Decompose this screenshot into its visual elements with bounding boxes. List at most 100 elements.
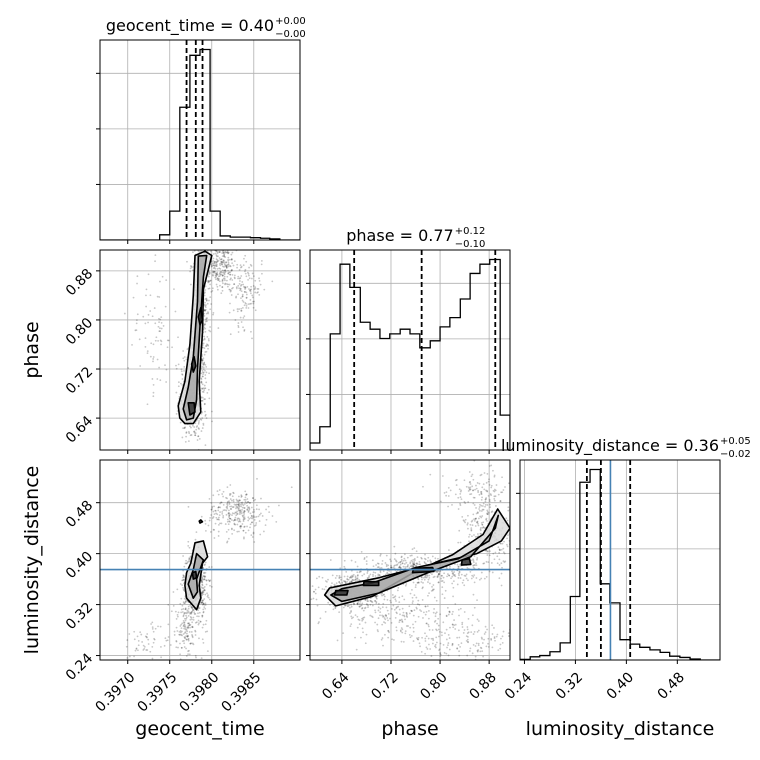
sample-point <box>246 285 249 288</box>
sample-point <box>238 308 241 310</box>
sample-point <box>202 575 205 578</box>
sample-point <box>245 275 248 278</box>
sample-point <box>389 558 392 561</box>
sample-point <box>209 272 211 274</box>
sample-point <box>229 333 232 336</box>
sample-point <box>223 269 226 272</box>
sample-point <box>139 631 142 634</box>
sample-point <box>507 635 510 637</box>
sample-point <box>435 570 438 573</box>
sample-point <box>490 484 493 487</box>
sample-point <box>447 505 449 508</box>
sample-point <box>191 626 194 628</box>
sample-point <box>191 635 194 638</box>
sample-point <box>471 519 474 522</box>
sample-point <box>234 504 237 506</box>
sample-point <box>246 244 248 246</box>
sample-point <box>356 615 359 618</box>
sample-point <box>200 418 203 421</box>
sample-point <box>228 516 230 518</box>
sample-point <box>384 633 386 636</box>
sample-point <box>459 504 462 507</box>
sample-point <box>387 564 390 567</box>
sample-point <box>183 621 186 624</box>
sample-point <box>351 578 354 581</box>
sample-point <box>191 636 194 639</box>
sample-point <box>487 511 490 514</box>
sample-point <box>182 575 185 578</box>
sample-point <box>457 496 460 499</box>
sample-point <box>173 630 176 633</box>
sample-point <box>198 238 200 240</box>
sample-point <box>485 575 488 578</box>
sample-point <box>242 246 244 248</box>
sample-point <box>214 264 217 267</box>
sample-point <box>224 265 227 267</box>
sample-point <box>149 294 152 297</box>
sample-point <box>338 576 341 579</box>
sample-point <box>142 649 145 651</box>
sample-point <box>244 501 247 503</box>
sample-point <box>495 635 498 638</box>
sample-point <box>361 574 364 577</box>
sample-point <box>399 567 402 569</box>
sample-point <box>240 510 243 513</box>
tick-label-x: 0.3975 <box>135 669 181 715</box>
sample-point <box>457 541 460 544</box>
sample-point <box>238 530 240 533</box>
sample-point <box>221 279 224 281</box>
sample-point <box>206 245 208 247</box>
sample-point <box>240 495 243 498</box>
sample-point <box>211 265 213 267</box>
sample-point <box>420 610 423 613</box>
sample-point <box>242 326 244 329</box>
sample-point <box>248 508 251 511</box>
sample-point <box>498 577 501 580</box>
sample-point <box>249 303 251 305</box>
sample-point <box>429 560 432 563</box>
sample-point <box>227 537 230 540</box>
sample-point <box>502 560 505 563</box>
sample-point <box>474 564 476 566</box>
sample-point <box>448 637 451 639</box>
sample-point <box>224 269 227 271</box>
sample-point <box>227 283 229 286</box>
sample-point <box>208 580 211 583</box>
sample-point <box>222 516 225 519</box>
sample-point <box>397 561 400 564</box>
sample-point <box>214 274 217 277</box>
sample-point <box>499 549 501 551</box>
sample-point <box>238 503 240 506</box>
sample-point <box>451 644 454 647</box>
sample-point <box>223 275 226 278</box>
sample-point <box>357 600 360 603</box>
sample-point <box>189 642 192 645</box>
sample-point <box>236 499 239 502</box>
sample-point <box>191 625 194 628</box>
sample-point <box>461 623 464 626</box>
sample-point <box>208 372 210 375</box>
sample-point <box>204 374 207 376</box>
sample-point <box>204 217 206 219</box>
sample-point <box>467 579 469 582</box>
sample-point <box>389 617 391 620</box>
sample-point <box>197 435 200 438</box>
sample-point <box>485 645 488 648</box>
sample-point <box>381 594 383 597</box>
sample-point <box>475 512 478 515</box>
sample-point <box>204 529 207 532</box>
sample-point <box>210 290 213 293</box>
sample-point <box>481 496 484 499</box>
sample-point <box>205 297 208 300</box>
sample-point <box>213 264 216 267</box>
sample-point <box>412 563 415 566</box>
sample-point <box>152 356 155 358</box>
sample-point <box>480 516 483 519</box>
sample-point <box>379 567 381 570</box>
sample-point <box>187 650 189 653</box>
sample-point <box>501 542 504 545</box>
sample-point <box>180 370 183 373</box>
sample-point <box>409 592 412 595</box>
sample-point <box>464 521 466 524</box>
sample-point <box>186 611 189 614</box>
